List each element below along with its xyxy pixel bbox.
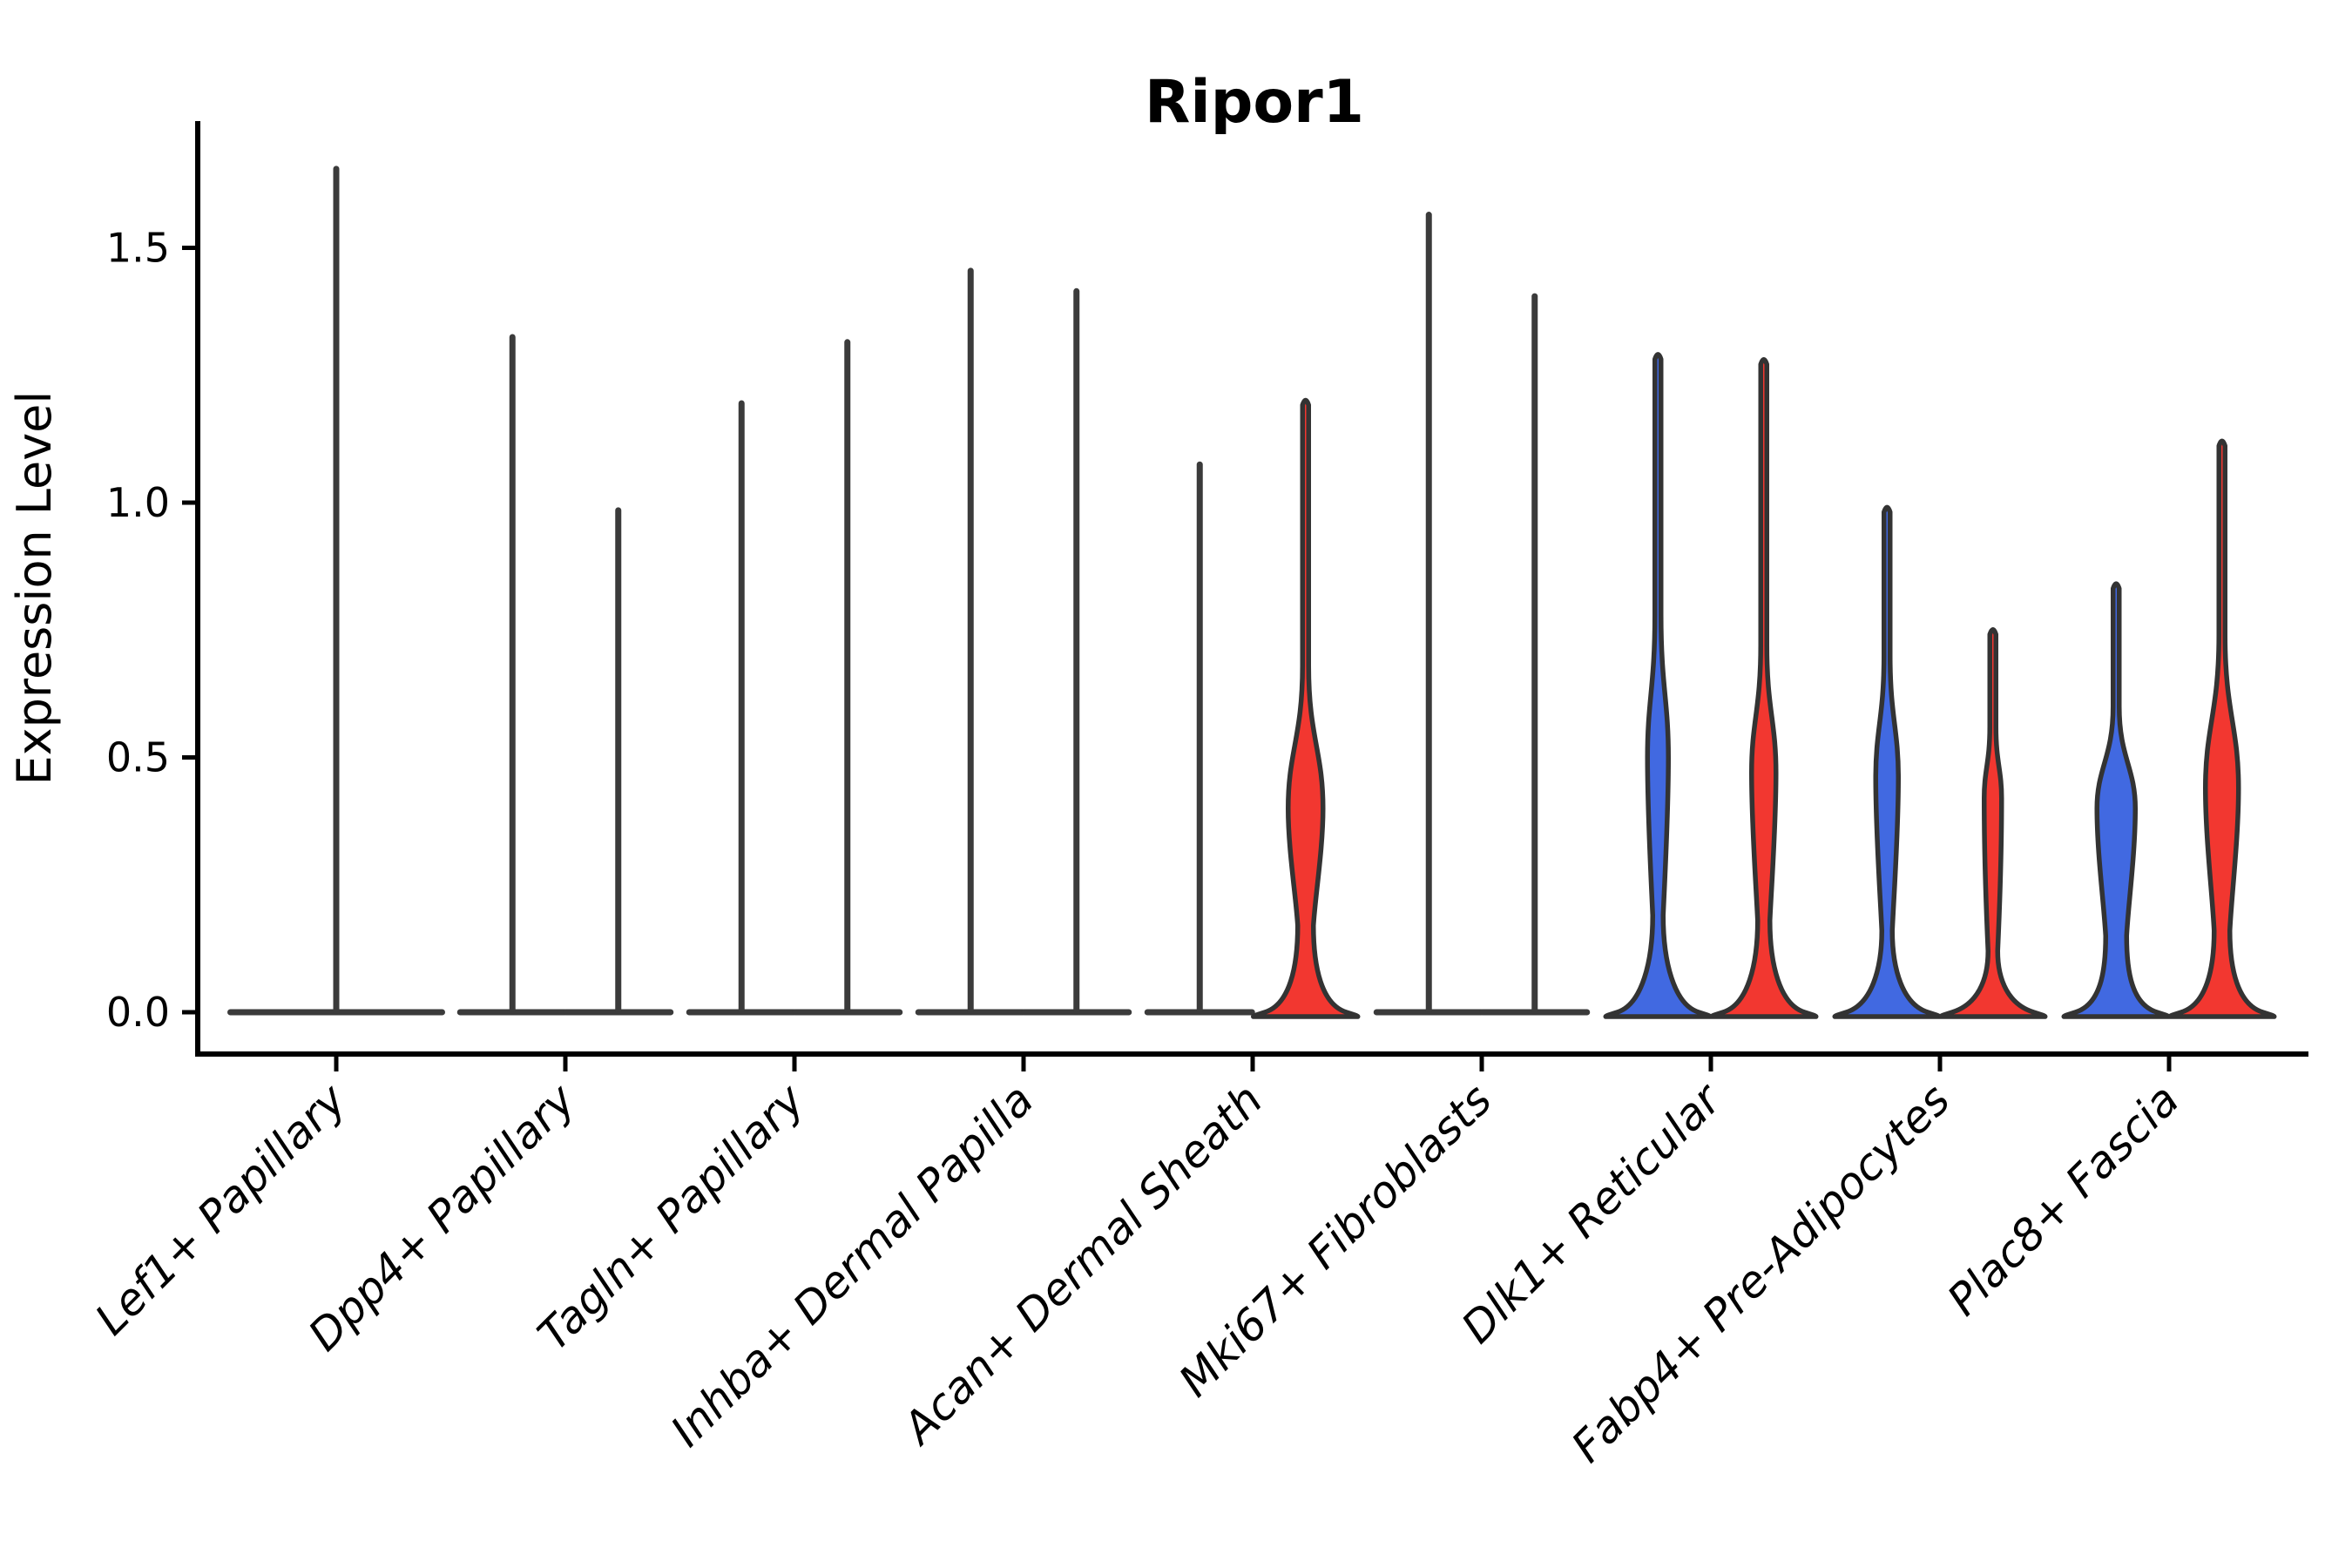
- y-tick-label: 0.5: [106, 734, 170, 781]
- y-tick-label: 1.5: [106, 225, 170, 272]
- violin-body-red: [2167, 438, 2277, 1019]
- axes-layer: [182, 121, 2308, 1071]
- violin-body-red: [1251, 397, 1361, 1019]
- chart-title: Ripor1: [1145, 68, 1364, 137]
- violin-layer: [227, 166, 2277, 1019]
- y-tick-label: 0.0: [106, 989, 170, 1036]
- violin-body-blue: [2061, 581, 2171, 1019]
- y-axis-label: Expression Level: [7, 391, 62, 786]
- y-tick-label: 1.0: [106, 479, 170, 526]
- violin-body-blue: [1832, 504, 1942, 1019]
- violin-body-red: [1938, 627, 2048, 1019]
- violin-body-red: [1709, 356, 1819, 1019]
- violin-body-blue: [1603, 352, 1713, 1019]
